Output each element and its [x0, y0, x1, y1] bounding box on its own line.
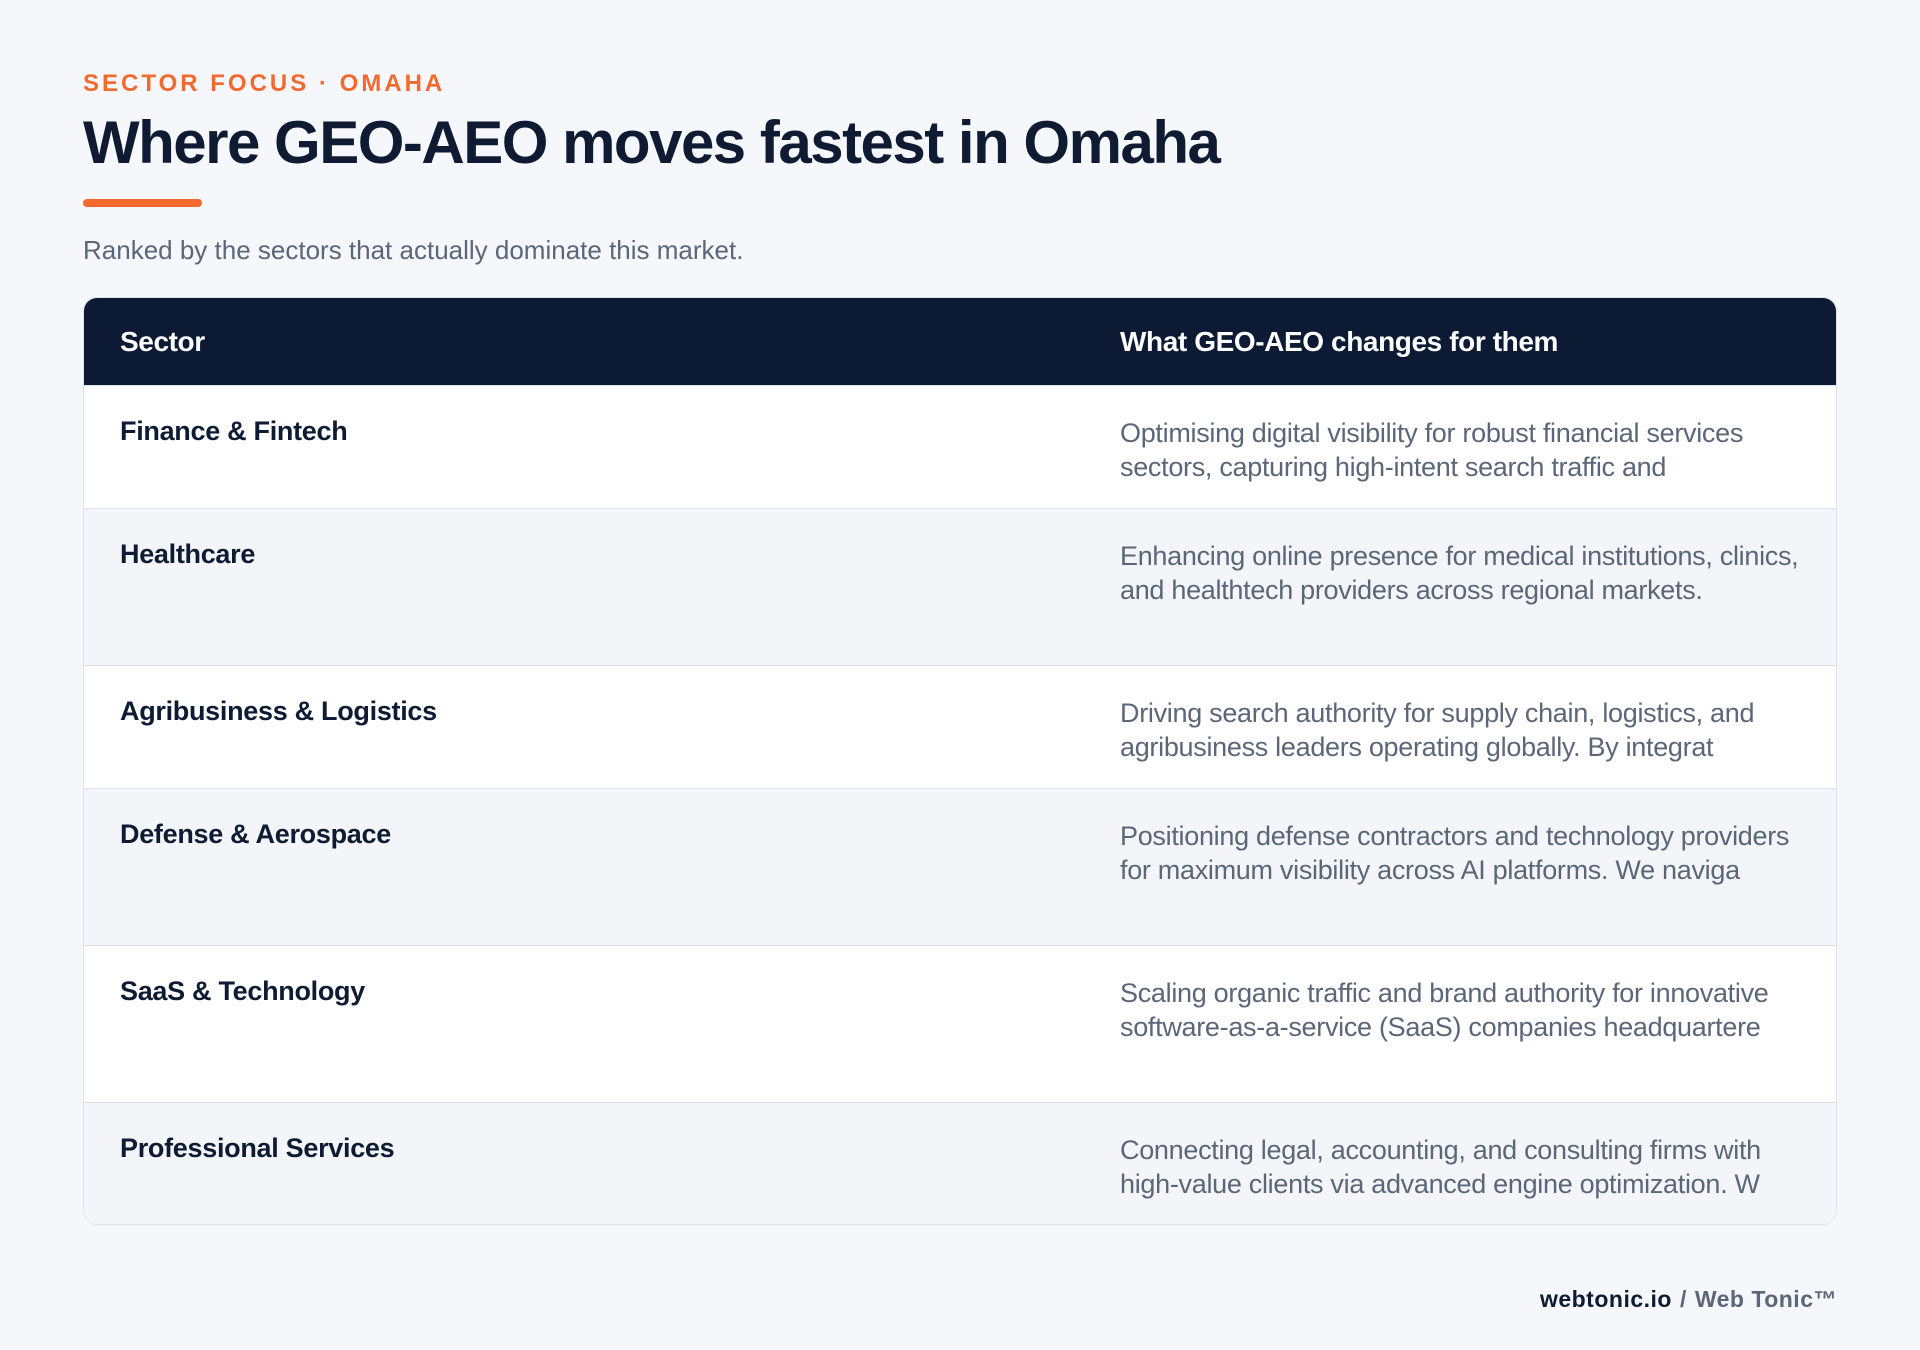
sector-name: Professional Services — [120, 1133, 395, 1163]
footer-credit: webtonic.io / Web Tonic™ — [1540, 1286, 1837, 1313]
sector-focus-card: SECTOR FOCUS · OMAHA Where GEO-AEO moves… — [83, 0, 1837, 1350]
title-accent-divider — [83, 199, 202, 207]
sector-name: Finance & Fintech — [120, 416, 348, 446]
footer-brand-name: Web Tonic™ — [1694, 1286, 1837, 1312]
sector-name: Healthcare — [120, 539, 256, 569]
table-row: Healthcare Enhancing online presence for… — [84, 508, 1836, 665]
page-subtitle: Ranked by the sectors that actually domi… — [83, 235, 744, 265]
sector-description: Connecting legal, accounting, and consul… — [1120, 1135, 1761, 1199]
table-row: Finance & Fintech Optimising digital vis… — [84, 385, 1836, 508]
table-row: Professional Services Connecting legal, … — [84, 1102, 1836, 1224]
table-row: SaaS & Technology Scaling organic traffi… — [84, 945, 1836, 1102]
sector-name: Agribusiness & Logistics — [120, 696, 437, 726]
sector-description: Scaling organic traffic and brand author… — [1120, 978, 1769, 1042]
footer-separator: / — [1679, 1286, 1687, 1312]
sector-name: SaaS & Technology — [120, 976, 365, 1006]
table-row: Agribusiness & Logistics Driving search … — [84, 665, 1836, 788]
page-title: Where GEO-AEO moves fastest in Omaha — [83, 109, 1221, 176]
sector-name: Defense & Aerospace — [120, 819, 391, 849]
table-row: Defense & Aerospace Positioning defense … — [84, 788, 1836, 945]
column-header-changes: What GEO-AEO changes for them — [1120, 325, 1558, 357]
eyebrow-label: SECTOR FOCUS · OMAHA — [83, 70, 446, 97]
sector-description: Optimising digital visibility for robust… — [1120, 418, 1744, 482]
column-header-sector: Sector — [120, 325, 205, 357]
sector-table: Sector What GEO-AEO changes for them Fin… — [83, 297, 1837, 1225]
sector-description: Driving search authority for supply chai… — [1120, 698, 1755, 762]
sector-description: Enhancing online presence for medical in… — [1120, 541, 1799, 605]
table-header: Sector What GEO-AEO changes for them — [84, 298, 1836, 385]
footer-domain-link[interactable]: webtonic.io — [1539, 1286, 1672, 1312]
sector-description: Positioning defense contractors and tech… — [1120, 821, 1790, 885]
